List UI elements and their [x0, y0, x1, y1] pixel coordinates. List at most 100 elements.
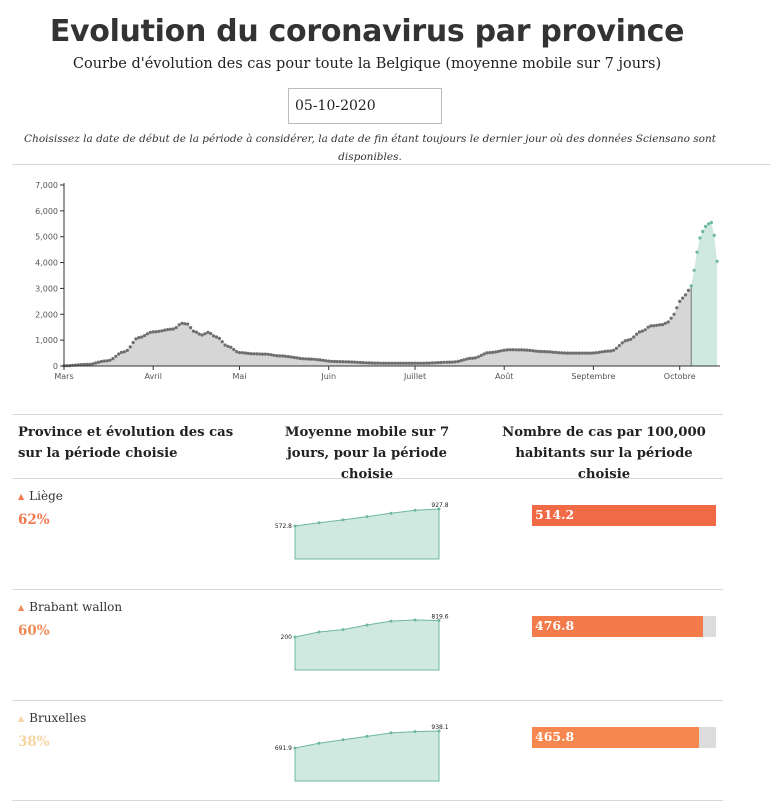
data-point	[557, 351, 561, 355]
y-tick-label: 3,000	[35, 284, 58, 293]
data-point	[508, 348, 512, 352]
x-tick-label: Août	[495, 372, 513, 381]
data-point	[704, 224, 708, 228]
data-point	[252, 352, 256, 356]
sparkline-point	[413, 508, 417, 512]
sparkline-point	[341, 738, 345, 742]
x-tick-label: Avril	[144, 372, 161, 381]
sparkline-end-label: 938.1	[431, 724, 448, 731]
sparkline-point	[413, 730, 417, 734]
data-point	[171, 327, 175, 331]
data-point	[574, 351, 578, 355]
data-point	[445, 360, 449, 364]
data-point	[295, 356, 299, 360]
data-point	[240, 351, 244, 355]
data-point	[85, 362, 89, 366]
belgium-cases-chart[interactable]: 0 1,000 2,000 3,000 4,000 5,000 6,000 7,000 Mars…	[18, 172, 730, 386]
data-point	[603, 349, 607, 353]
data-point	[203, 332, 207, 336]
data-point	[283, 354, 288, 358]
sparkline-end-label: 927.8	[431, 502, 448, 509]
data-point	[652, 324, 656, 328]
data-point	[675, 306, 679, 310]
data-point	[491, 350, 495, 354]
data-point	[413, 361, 417, 365]
data-point	[200, 333, 204, 337]
data-point	[439, 360, 443, 365]
data-point	[143, 334, 147, 338]
data-point	[338, 360, 342, 364]
column-header-moving-average: Moyenne mobile sur 7 jours, pour la péri…	[284, 425, 450, 482]
data-point	[554, 350, 558, 354]
start-date-input[interactable]	[288, 88, 442, 124]
data-point	[666, 320, 670, 324]
sparkline-point	[293, 635, 297, 639]
data-point	[166, 328, 170, 332]
x-tick-label: Mai	[232, 372, 246, 381]
data-point	[137, 336, 141, 340]
data-point	[332, 359, 337, 364]
data-point	[255, 352, 259, 356]
data-point	[131, 340, 135, 345]
sparkline-chart: 572.8 927.8	[275, 502, 449, 560]
data-point	[496, 349, 501, 353]
data-point	[565, 351, 570, 355]
y-tick-label: 4,000	[35, 259, 58, 268]
data-point	[82, 362, 86, 367]
data-point	[528, 348, 532, 352]
data-point	[655, 323, 659, 327]
data-point	[226, 344, 230, 348]
data-point	[212, 334, 216, 338]
data-point	[537, 349, 541, 353]
data-point	[646, 325, 650, 329]
data-point	[344, 360, 348, 364]
data-point	[399, 361, 403, 365]
data-point	[706, 222, 711, 226]
data-point	[701, 229, 705, 234]
table-header-divider	[12, 478, 723, 479]
sparkline-point	[389, 511, 393, 515]
data-point	[117, 352, 121, 356]
data-point	[588, 351, 593, 355]
x-tick-label: Septembre	[571, 372, 615, 381]
data-point	[335, 360, 339, 364]
data-point	[632, 335, 636, 339]
data-point	[597, 350, 601, 354]
province-row-liege: ▲ Liège 62% 572.8 927.8 514.2	[0, 479, 770, 589]
sparkline-point	[293, 524, 297, 528]
data-point	[183, 322, 187, 326]
data-point	[157, 329, 161, 333]
sparkline-point	[365, 515, 369, 519]
data-point	[594, 351, 598, 355]
data-point	[542, 350, 547, 354]
x-tick-label: Octobre	[664, 372, 696, 381]
data-point	[249, 352, 253, 356]
data-point	[488, 351, 492, 355]
data-point	[364, 361, 368, 365]
data-point	[301, 357, 305, 361]
data-point	[327, 359, 331, 363]
data-point	[560, 351, 564, 355]
data-point	[111, 357, 115, 361]
data-point	[312, 357, 316, 361]
data-point	[330, 359, 334, 363]
data-point	[91, 362, 95, 366]
province-name: ▲ Brabant wallon	[18, 600, 123, 614]
data-point	[649, 324, 653, 328]
data-point	[609, 349, 613, 353]
province-change-pct: 62%	[18, 512, 50, 528]
data-point	[416, 361, 420, 365]
province-row-brabant-wallon: ▲ Brabant wallon 60% 200 819.6 476.8	[0, 590, 770, 700]
data-point	[258, 352, 262, 356]
data-point	[237, 351, 242, 355]
data-point	[672, 312, 676, 316]
sparkline-point	[317, 741, 321, 745]
data-point	[419, 361, 423, 365]
y-tick-label: 5,000	[35, 233, 58, 242]
data-point	[459, 359, 463, 363]
data-point	[168, 327, 173, 331]
table-bottom-divider	[12, 800, 723, 801]
data-point	[606, 349, 610, 353]
data-point	[586, 351, 590, 355]
header-divider	[12, 164, 770, 165]
